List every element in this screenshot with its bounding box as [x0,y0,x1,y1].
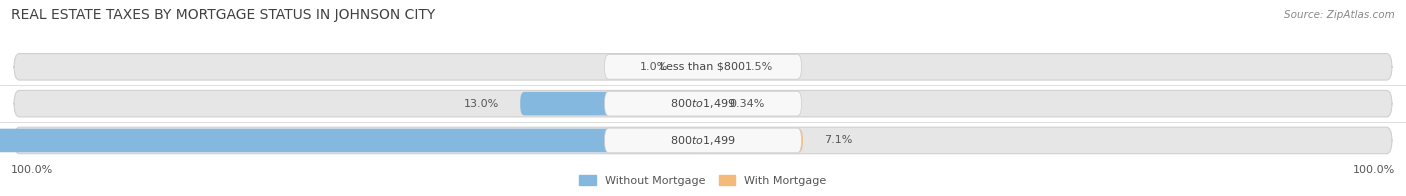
Text: 1.0%: 1.0% [640,62,668,72]
FancyBboxPatch shape [689,55,703,79]
FancyBboxPatch shape [605,128,801,153]
FancyBboxPatch shape [703,55,724,79]
Text: Less than $800: Less than $800 [661,62,745,72]
Text: $800 to $1,499: $800 to $1,499 [671,134,735,147]
Text: REAL ESTATE TAXES BY MORTGAGE STATUS IN JOHNSON CITY: REAL ESTATE TAXES BY MORTGAGE STATUS IN … [11,8,436,22]
FancyBboxPatch shape [14,127,1392,154]
Text: 7.1%: 7.1% [824,135,852,145]
FancyBboxPatch shape [14,90,1392,117]
FancyBboxPatch shape [14,54,1392,80]
Text: 100.0%: 100.0% [11,164,53,175]
Text: 13.0%: 13.0% [464,99,499,109]
FancyBboxPatch shape [605,91,801,116]
FancyBboxPatch shape [703,92,707,115]
FancyBboxPatch shape [703,129,803,152]
Text: Source: ZipAtlas.com: Source: ZipAtlas.com [1284,10,1395,20]
FancyBboxPatch shape [605,54,801,79]
Text: $800 to $1,499: $800 to $1,499 [671,97,735,110]
FancyBboxPatch shape [0,129,703,152]
Text: 1.5%: 1.5% [745,62,773,72]
FancyBboxPatch shape [520,92,703,115]
Text: 0.34%: 0.34% [728,99,765,109]
Legend: Without Mortgage, With Mortgage: Without Mortgage, With Mortgage [579,175,827,185]
Text: 100.0%: 100.0% [1353,164,1395,175]
